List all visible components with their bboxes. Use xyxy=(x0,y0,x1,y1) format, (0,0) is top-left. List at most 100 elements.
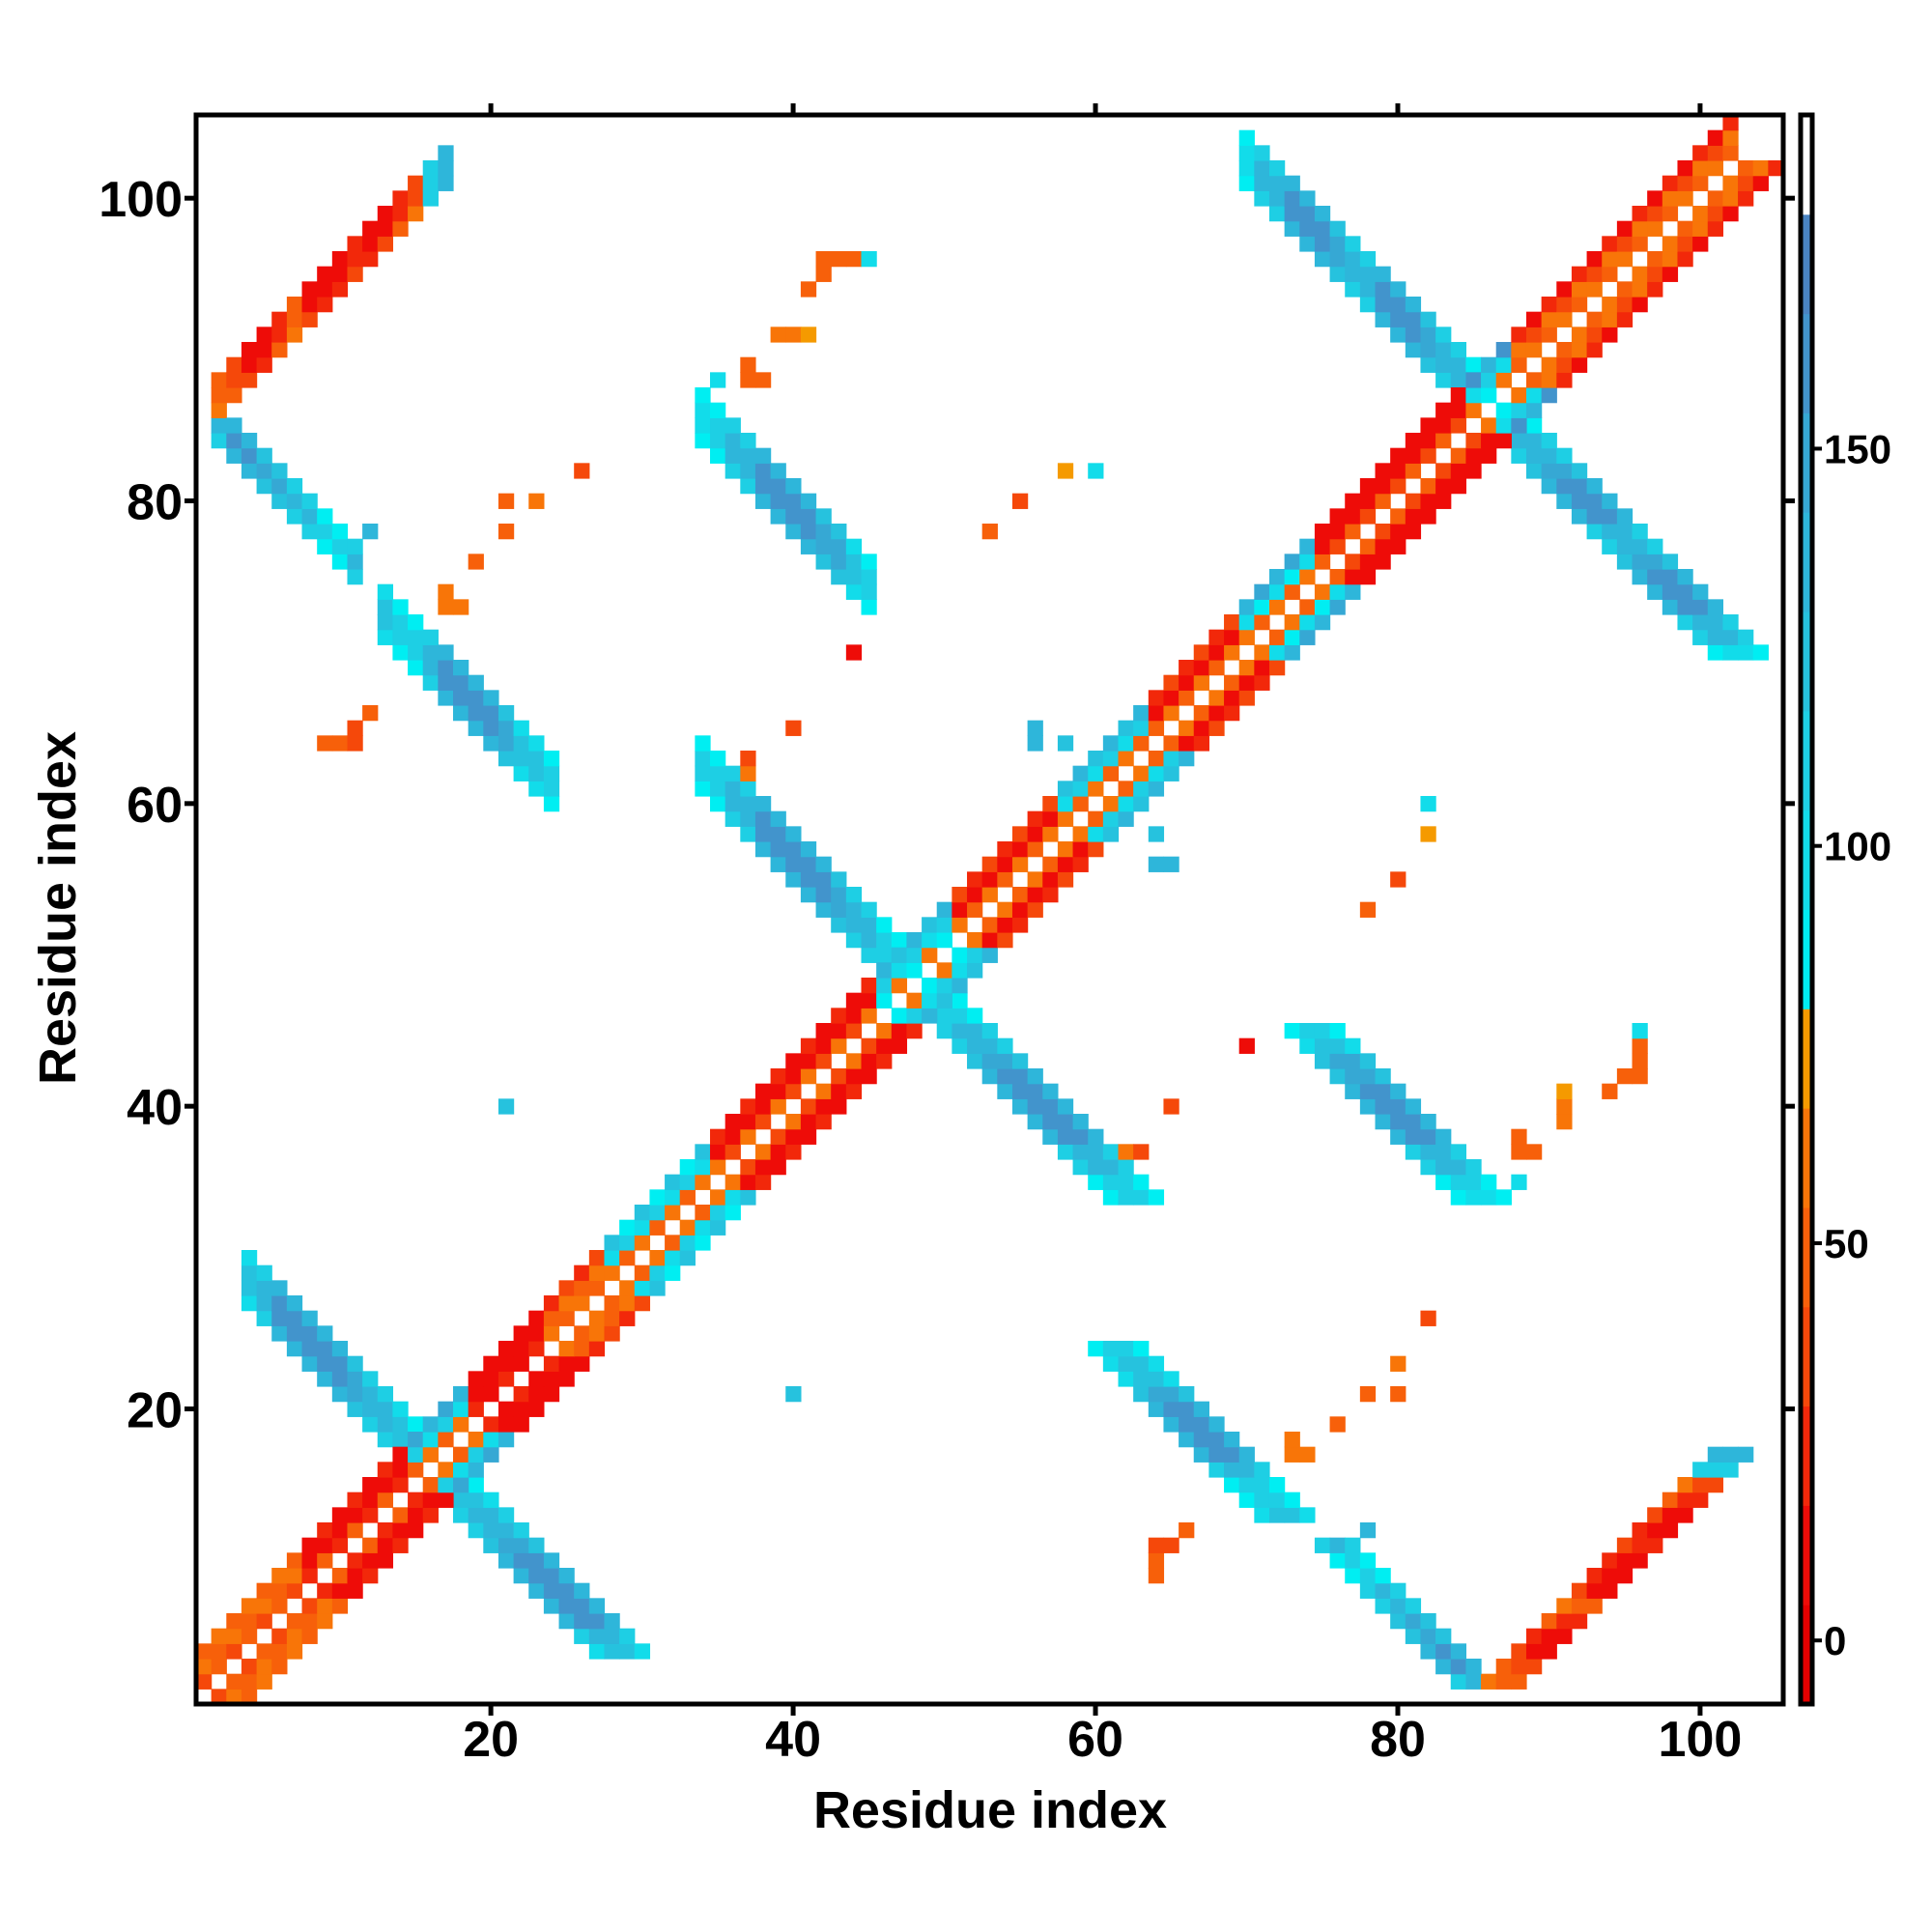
heatmap-cell xyxy=(785,327,802,343)
heatmap-cell xyxy=(1314,251,1331,268)
heatmap-cell xyxy=(1102,1189,1120,1206)
heatmap-cell xyxy=(1525,1659,1543,1675)
heatmap-cell xyxy=(1602,327,1618,343)
heatmap-cell xyxy=(1390,297,1406,313)
heatmap-cell xyxy=(1435,1144,1452,1160)
heatmap-cell xyxy=(256,1582,272,1599)
heatmap-cell xyxy=(710,765,726,781)
heatmap-cell xyxy=(861,978,877,994)
heatmap-cell xyxy=(256,342,272,358)
heatmap-cell xyxy=(1299,629,1316,645)
heatmap-cells xyxy=(196,115,1784,1705)
heatmap-cell xyxy=(588,1628,606,1644)
heatmap-cell xyxy=(1525,447,1543,464)
heatmap-cell xyxy=(453,1462,469,1478)
heatmap-cell xyxy=(1602,493,1618,509)
heatmap-cell xyxy=(922,992,938,1009)
colorbar-tick-label: 0 xyxy=(1824,1618,1846,1663)
heatmap-cell xyxy=(740,433,756,449)
heatmap-cell xyxy=(785,1144,802,1160)
heatmap-cell xyxy=(211,402,227,418)
heatmap-cell xyxy=(347,1492,363,1508)
heatmap-cell xyxy=(1314,1537,1331,1553)
heatmap-cell xyxy=(1692,1462,1709,1478)
heatmap-cell xyxy=(392,629,409,645)
heatmap-cell xyxy=(845,1023,863,1039)
heatmap-cell xyxy=(1541,1628,1557,1644)
heatmap-cell xyxy=(226,372,242,388)
heatmap-cell xyxy=(1586,1568,1603,1584)
heatmap-cell xyxy=(1284,569,1300,585)
heatmap-cell xyxy=(1148,1189,1165,1206)
heatmap-cell xyxy=(1541,433,1557,449)
heatmap-cell xyxy=(1435,478,1452,495)
heatmap-cell xyxy=(1405,327,1422,343)
heatmap-cell xyxy=(286,297,303,313)
heatmap-cell xyxy=(695,735,711,752)
heatmap-cell xyxy=(1314,220,1331,237)
heatmap-cell xyxy=(1345,1537,1361,1553)
heatmap-cell xyxy=(588,1341,606,1357)
heatmap-cell xyxy=(588,1643,606,1660)
heatmap-cell xyxy=(331,735,349,752)
heatmap-cell xyxy=(1420,1643,1436,1660)
heatmap-cell xyxy=(1722,206,1739,222)
heatmap-cell xyxy=(588,1280,606,1296)
heatmap-cell xyxy=(271,478,288,495)
heatmap-cell xyxy=(1359,1053,1377,1069)
heatmap-cell xyxy=(1118,1159,1134,1176)
heatmap-cell xyxy=(1148,1537,1165,1553)
heatmap-cell xyxy=(1193,660,1209,676)
heatmap-cell xyxy=(1647,206,1663,222)
heatmap-cell xyxy=(1616,297,1634,313)
heatmap-cell xyxy=(1525,1144,1543,1160)
heatmap-cell xyxy=(392,1416,409,1433)
heatmap-cell xyxy=(1390,524,1406,540)
heatmap-cell xyxy=(754,841,772,858)
heatmap-cell xyxy=(271,493,288,509)
heatmap-cell xyxy=(981,871,998,888)
heatmap-cell xyxy=(1163,1371,1179,1387)
heatmap-cell xyxy=(619,1235,636,1251)
heatmap-cell xyxy=(1238,1462,1255,1478)
heatmap-cell xyxy=(906,1008,923,1024)
heatmap-cell xyxy=(1042,796,1059,812)
heatmap-cell xyxy=(1329,583,1346,600)
heatmap-cell xyxy=(1571,1613,1588,1630)
heatmap-cell xyxy=(1722,145,1739,161)
heatmap-cell xyxy=(377,1462,394,1478)
heatmap-cell xyxy=(1238,629,1255,645)
heatmap-cell xyxy=(1556,1628,1573,1644)
heatmap-cell xyxy=(1435,356,1452,373)
heatmap-cell xyxy=(800,871,817,888)
heatmap-cell xyxy=(1602,524,1618,540)
heatmap-cell xyxy=(831,251,847,268)
heatmap-cell xyxy=(1088,1174,1104,1190)
heatmap-cell xyxy=(967,1023,983,1039)
heatmap-cell xyxy=(1148,1386,1165,1403)
heatmap-cell xyxy=(695,387,711,404)
heatmap-cell xyxy=(286,1613,303,1630)
heatmap-cell xyxy=(422,644,439,661)
heatmap-cell xyxy=(1707,220,1724,237)
heatmap-cell xyxy=(1647,220,1663,237)
heatmap-cell xyxy=(815,1083,832,1099)
heatmap-cell xyxy=(483,705,499,722)
heatmap-cell xyxy=(271,463,288,479)
heatmap-cell xyxy=(558,1355,575,1372)
heatmap-cell xyxy=(800,1068,817,1085)
heatmap-cell xyxy=(1268,629,1286,645)
heatmap-cell xyxy=(377,1477,394,1493)
heatmap-cell xyxy=(483,720,499,736)
heatmap-cell xyxy=(1632,266,1648,282)
heatmap-cell xyxy=(1450,372,1466,388)
heatmap-cell xyxy=(1238,599,1255,615)
heatmap-cell xyxy=(1692,1477,1709,1493)
heatmap-cell xyxy=(952,962,968,979)
heatmap-cell xyxy=(649,1250,666,1266)
heatmap-cell xyxy=(1495,433,1512,449)
heatmap-cell xyxy=(1571,508,1588,525)
heatmap-cell xyxy=(256,1643,272,1660)
heatmap-cell xyxy=(256,1264,272,1281)
heatmap-cell xyxy=(1118,1371,1134,1387)
